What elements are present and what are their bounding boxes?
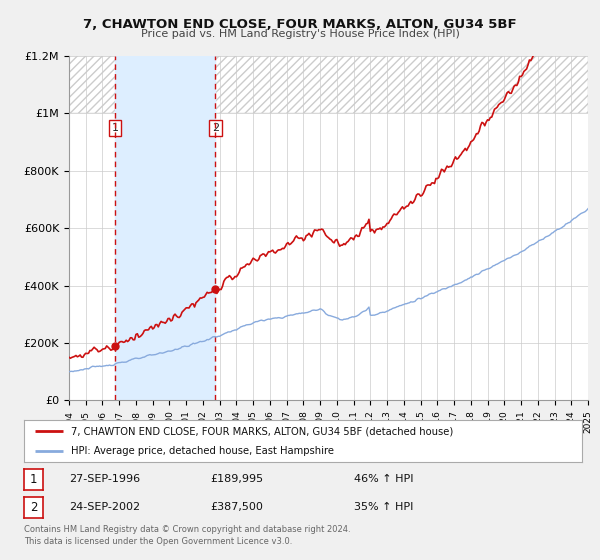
Text: This data is licensed under the Open Government Licence v3.0.: This data is licensed under the Open Gov… [24,537,292,546]
Text: 1: 1 [112,123,119,133]
Text: 2: 2 [30,501,37,514]
Text: Price paid vs. HM Land Registry's House Price Index (HPI): Price paid vs. HM Land Registry's House … [140,29,460,39]
Text: 2: 2 [212,123,219,133]
Text: 1: 1 [30,473,37,486]
Text: 24-SEP-2002: 24-SEP-2002 [69,502,140,512]
Text: HPI: Average price, detached house, East Hampshire: HPI: Average price, detached house, East… [71,446,334,456]
Text: 7, CHAWTON END CLOSE, FOUR MARKS, ALTON, GU34 5BF: 7, CHAWTON END CLOSE, FOUR MARKS, ALTON,… [83,18,517,31]
Text: 7, CHAWTON END CLOSE, FOUR MARKS, ALTON, GU34 5BF (detached house): 7, CHAWTON END CLOSE, FOUR MARKS, ALTON,… [71,426,454,436]
Text: Contains HM Land Registry data © Crown copyright and database right 2024.: Contains HM Land Registry data © Crown c… [24,525,350,534]
Text: £387,500: £387,500 [210,502,263,512]
Bar [115,56,215,400]
Text: 35% ↑ HPI: 35% ↑ HPI [354,502,413,512]
Text: 27-SEP-1996: 27-SEP-1996 [69,474,140,484]
Text: 46% ↑ HPI: 46% ↑ HPI [354,474,413,484]
Text: £189,995: £189,995 [210,474,263,484]
